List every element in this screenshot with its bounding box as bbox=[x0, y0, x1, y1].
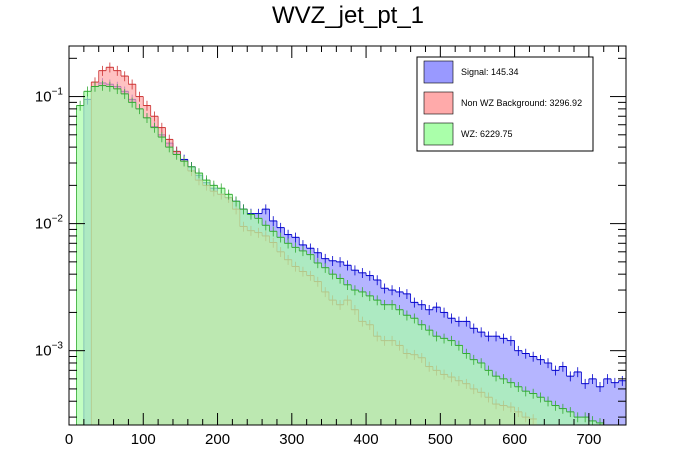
legend-swatch-signal bbox=[423, 60, 454, 84]
series-fill bbox=[76, 85, 627, 425]
legend-swatch-wz bbox=[423, 122, 454, 146]
y-tick-label: 10−1 bbox=[35, 87, 64, 106]
legend-label-non-wz-background: Non WZ Background: 3296.92 bbox=[461, 98, 582, 108]
legend-swatch-non-wz-background bbox=[423, 91, 454, 115]
x-tick-label: 300 bbox=[279, 431, 304, 448]
series-wz bbox=[76, 80, 627, 425]
x-tick-label: 700 bbox=[576, 431, 601, 448]
x-tick-label: 0 bbox=[65, 431, 73, 448]
x-tick-label: 600 bbox=[502, 431, 527, 448]
axes-layer: 0 100 200 300 400 500 600 700 10−3 10−2 10−1 bbox=[35, 46, 626, 448]
legend: Signal: 145.34 Non WZ Background: 3296.9… bbox=[416, 56, 594, 152]
y-tick-label: 10−3 bbox=[35, 341, 64, 360]
x-tick-label: 100 bbox=[131, 431, 156, 448]
legend-label-signal: Signal: 145.34 bbox=[461, 67, 519, 77]
x-tick-label: 400 bbox=[354, 431, 379, 448]
series-layer bbox=[76, 62, 627, 426]
x-tick-label: 200 bbox=[205, 431, 230, 448]
y-tick-label: 10−2 bbox=[35, 214, 64, 233]
legend-label-wz: WZ: 6229.75 bbox=[461, 129, 513, 139]
x-tick-label: 500 bbox=[428, 431, 453, 448]
chart-title: WVZ_jet_pt_1 bbox=[272, 2, 424, 29]
